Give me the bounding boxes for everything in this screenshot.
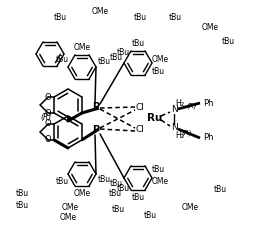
Text: tBu: tBu — [116, 184, 130, 193]
Text: (R): (R) — [182, 130, 192, 136]
Text: Ru: Ru — [147, 113, 163, 123]
Text: (R): (R) — [187, 103, 197, 109]
Text: tBu: tBu — [133, 14, 147, 23]
Text: tBu: tBu — [97, 57, 111, 66]
Text: tBu: tBu — [152, 68, 164, 77]
Text: Ph: Ph — [203, 98, 213, 107]
Text: N: N — [171, 123, 177, 132]
Text: OMe: OMe — [152, 54, 168, 63]
Text: O: O — [45, 120, 51, 129]
Text: OMe: OMe — [152, 177, 168, 186]
Text: (R): (R) — [40, 113, 52, 122]
Text: tBu: tBu — [131, 40, 145, 49]
Text: OMe: OMe — [91, 8, 109, 17]
Text: tBu: tBu — [221, 37, 234, 46]
Text: O: O — [45, 93, 51, 102]
Text: Cl: Cl — [135, 125, 144, 134]
Text: OMe: OMe — [59, 214, 77, 223]
Text: H₂: H₂ — [176, 130, 185, 139]
Text: tBu: tBu — [55, 177, 69, 186]
Text: tBu: tBu — [109, 189, 121, 198]
Text: P: P — [92, 125, 100, 135]
Text: Ph: Ph — [203, 133, 213, 142]
Text: OMe: OMe — [181, 203, 199, 212]
Text: tBu: tBu — [97, 175, 111, 184]
Text: tBu: tBu — [143, 210, 157, 219]
Text: tBu: tBu — [213, 185, 227, 194]
Text: tBu: tBu — [110, 180, 122, 189]
Text: OMe: OMe — [201, 24, 219, 33]
Text: O: O — [45, 109, 51, 118]
Text: P: P — [92, 102, 100, 112]
Text: tBu: tBu — [15, 200, 29, 209]
Text: tBu: tBu — [15, 189, 29, 198]
Text: H₂: H₂ — [176, 98, 185, 107]
Text: OMe: OMe — [62, 203, 79, 212]
Text: tBu: tBu — [152, 165, 164, 174]
Text: tBu: tBu — [110, 52, 122, 61]
Text: OMe: OMe — [73, 43, 91, 52]
Text: tBu: tBu — [55, 54, 69, 63]
Text: tBu: tBu — [131, 192, 145, 201]
Text: tBu: tBu — [168, 14, 182, 23]
Text: tBu: tBu — [53, 14, 67, 23]
Text: tBu: tBu — [116, 48, 130, 57]
Text: OMe: OMe — [73, 189, 91, 198]
Text: tBu: tBu — [111, 206, 125, 215]
Text: N: N — [171, 105, 177, 114]
Text: O: O — [45, 136, 51, 145]
Text: Cl: Cl — [135, 104, 144, 113]
